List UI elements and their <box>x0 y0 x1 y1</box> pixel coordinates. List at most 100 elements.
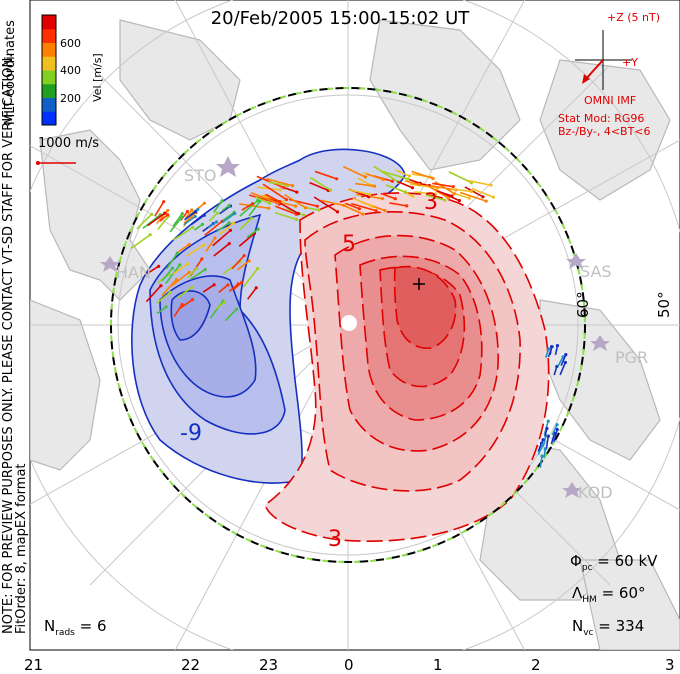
velocity-vector-origin <box>164 305 168 309</box>
velocity-vector-origin <box>410 186 415 190</box>
velocity-vector-origin <box>381 177 385 181</box>
velocity-vector-origin <box>200 257 204 261</box>
contour-label-pos-3-upper: 3 <box>424 190 438 215</box>
velocity-vector-origin <box>390 179 395 183</box>
velocity-vector-origin <box>187 270 191 274</box>
velocity-vector-origin <box>406 177 410 181</box>
velocity-vector <box>455 193 470 199</box>
n-rads-stat: Nrads = 6 <box>44 617 107 638</box>
mlt-tick-2: 2 <box>531 656 541 674</box>
velocity-vector-origin <box>541 443 545 447</box>
contour-label-pos-3-lower: 3 <box>328 527 342 552</box>
velocity-vector <box>265 193 280 203</box>
velocity-vector <box>179 298 193 310</box>
velocity-vector-origin <box>282 186 286 190</box>
velocity-vector-origin <box>227 221 231 225</box>
velocity-vector <box>404 180 420 186</box>
mlt-tick-0: 0 <box>344 656 354 674</box>
colorbar-segment <box>42 83 56 98</box>
velocity-vector-origin <box>213 236 217 240</box>
velocity-vector-origin <box>411 194 415 198</box>
velocity-vector-origin <box>541 438 545 442</box>
velocity-vector-origin <box>254 286 258 290</box>
velocity-vector-origin <box>431 176 435 181</box>
velocity-vector-origin <box>220 199 224 203</box>
velocity-colorbar <box>41 14 57 126</box>
velocity-vector-origin <box>256 227 260 231</box>
station-label-sas: SAS <box>580 262 612 281</box>
velocity-vector-origin <box>190 208 194 212</box>
velocity-vector-origin <box>242 253 246 258</box>
velocity-vector-origin <box>564 353 568 357</box>
velocity-vector-origin <box>193 210 198 214</box>
velocity-vector <box>185 209 193 219</box>
velocity-vector <box>409 183 438 189</box>
velocity-vector-origin <box>190 285 194 289</box>
velocity-vector <box>177 286 193 299</box>
velocity-vector-origin <box>302 213 306 217</box>
velocity-vector <box>395 169 410 177</box>
velocity-vector <box>219 205 231 215</box>
magnetic-pole-marker <box>341 315 357 331</box>
velocity-vector <box>231 255 245 270</box>
velocity-vector <box>190 214 205 226</box>
velocity-vector <box>142 214 161 229</box>
station-label-pgr: PGR <box>615 348 649 367</box>
colorbar-segment <box>42 97 56 112</box>
velocity-vector <box>357 177 373 187</box>
velocity-vector-origin <box>417 182 421 187</box>
velocity-vectors <box>130 165 568 468</box>
velocity-vector <box>345 202 360 210</box>
velocity-vector-origin <box>196 207 200 212</box>
velocity-vector-origin <box>235 307 239 311</box>
velocity-vector <box>156 306 167 315</box>
velocity-vector <box>208 212 218 222</box>
velocity-vector <box>222 211 235 222</box>
velocity-vector <box>284 194 307 209</box>
velocity-vector <box>184 211 196 221</box>
velocity-vector-origin <box>315 204 319 208</box>
velocity-vector-origin <box>481 195 485 199</box>
station-label-kod: KOD <box>578 483 613 502</box>
velocity-vector <box>219 222 235 235</box>
velocity-vector <box>136 213 153 230</box>
velocity-vector <box>241 203 253 211</box>
velocity-vector <box>177 243 190 253</box>
mlt-tick-21: 21 <box>24 656 44 674</box>
velocity-vector-origin <box>383 208 387 213</box>
velocity-vector-origin <box>546 419 550 423</box>
mlt-tick-3: 3 <box>665 656 675 674</box>
velocity-vector <box>169 216 183 233</box>
colorbar-outline <box>41 14 57 126</box>
velocity-vector-origin <box>249 216 253 221</box>
velocity-vector-origin <box>193 214 197 219</box>
velocity-vector <box>309 181 329 192</box>
velocity-vector <box>539 456 543 468</box>
velocity-vector <box>233 281 243 290</box>
positive-potential-cell <box>264 192 550 542</box>
colorbar-segment <box>42 111 56 126</box>
velocity-vector <box>161 267 174 282</box>
velocity-vector <box>236 260 250 271</box>
velocity-vector-origin <box>222 300 227 304</box>
velocity-vector <box>551 424 558 436</box>
velocity-vector-origin <box>446 196 450 200</box>
velocity-vector <box>355 182 375 187</box>
velocity-vector <box>351 202 377 212</box>
contour-label-pos-5: 5 <box>342 232 356 257</box>
stat-model-bins: Bz-/By-, 4<BT<6 <box>558 125 651 138</box>
velocity-vector-origin <box>281 200 285 204</box>
velocity-vector-origin <box>407 174 412 178</box>
velocity-vector-origin <box>540 454 544 458</box>
velocity-vector <box>224 308 238 322</box>
velocity-vector <box>165 252 178 270</box>
velocity-vector <box>202 284 215 293</box>
velocity-vector <box>250 191 279 204</box>
velocity-vector-origin <box>256 198 260 203</box>
velocity-vector <box>209 300 224 319</box>
velocity-vector <box>218 284 229 294</box>
velocity-vector-origin <box>361 212 365 216</box>
imf-vector-arrow <box>584 59 604 81</box>
velocity-vector <box>380 170 409 180</box>
velocity-vector <box>186 244 205 257</box>
